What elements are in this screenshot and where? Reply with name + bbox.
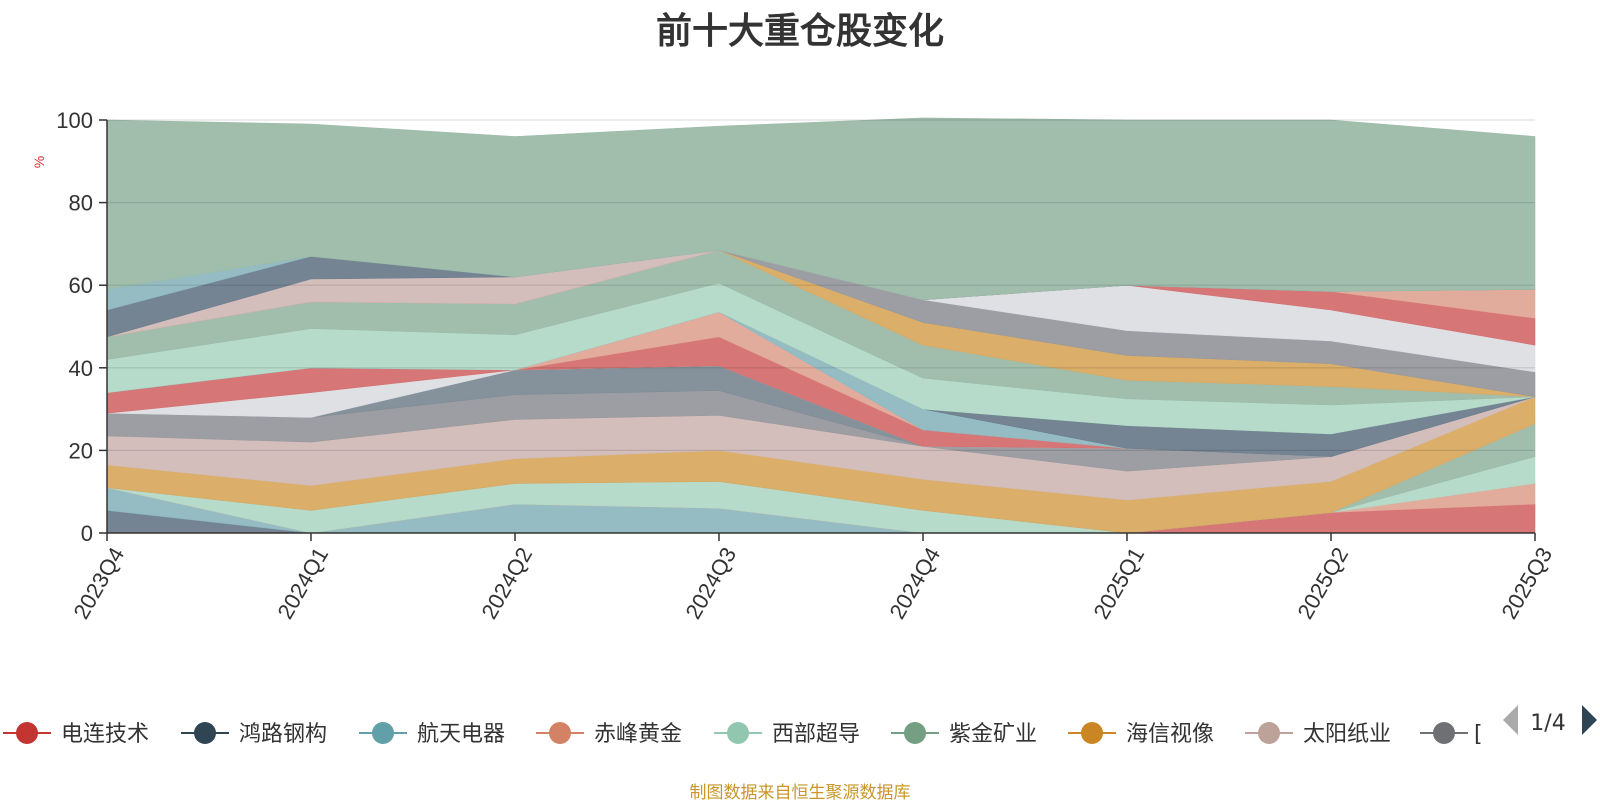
legend-label: 鸿路钢构 [239,722,327,747]
source-note: 制图数据来自恒生聚源数据库 [689,783,911,803]
legend-marker [904,722,926,744]
legend-label-truncated: [ [1474,722,1483,747]
legend-item[interactable]: 航天电器 [359,722,505,747]
area-series-25: 其他 [106,117,1536,301]
legend-marker [727,722,749,744]
y-tick-label: 40 [69,356,93,381]
y-tick-label: 100 [56,108,93,133]
legend-next-arrow-icon[interactable] [1582,705,1597,735]
legend-label: 西部超导 [772,722,860,747]
legend-label: 赤峰黄金 [594,722,682,747]
x-tick-label: 2025Q2 [1292,543,1353,623]
legend-label: 航天电器 [417,722,505,747]
legend-marker [194,722,216,744]
x-tick-label: 2024Q4 [884,543,945,623]
y-tick-label: 60 [69,273,93,298]
legend-prev-arrow-icon[interactable] [1503,705,1518,735]
x-tick-label: 2025Q3 [1496,543,1557,623]
x-tick-label: 2023Q4 [68,543,129,623]
legend: 电连技术 鸿路钢构 航天电器 赤峰黄金 西部超导 紫金矿业 海信视像 太阳纸业 [ [3,722,1483,747]
y-tick-label: 80 [69,191,93,216]
area-layers: 鸿路钢构航天电器电连技术赤峰黄金西部超导紫金矿业海信视像太阳纸业中国平安北方华创… [106,117,1536,534]
legend-page-indicator: 1/4 [1530,711,1565,736]
legend-label: 紫金矿业 [949,722,1037,747]
y-tick-label: 0 [81,521,93,546]
x-tick-label: 2024Q2 [476,543,537,623]
legend-item[interactable]: 紫金矿业 [891,722,1037,747]
legend-label: 太阳纸业 [1303,722,1391,747]
legend-label: 海信视像 [1126,722,1214,747]
legend-item[interactable]: 赤峰黄金 [536,722,682,747]
chart-title: 前十大重仓股变化 [655,11,944,52]
legend-item[interactable]: 电连技术 [3,722,149,747]
legend-label: 电连技术 [61,722,149,747]
legend-item[interactable]: 海信视像 [1068,722,1214,747]
grid-lines [107,119,1535,451]
legend-item[interactable]: 鸿路钢构 [181,722,327,747]
legend-marker [16,722,38,744]
y-tick-label: 20 [69,438,93,463]
legend-marker [1081,722,1103,744]
x-tick-label: 2024Q3 [680,543,741,623]
legend-pager: 1/4 [1503,705,1597,736]
x-tick-label: 2025Q1 [1088,543,1149,623]
legend-marker [549,722,571,744]
legend-item[interactable]: 太阳纸业 [1245,722,1391,747]
x-tick-label: 2024Q1 [272,543,333,623]
legend-marker [1258,722,1280,744]
legend-item-truncated[interactable]: [ [1420,722,1483,747]
legend-marker [372,722,394,744]
legend-marker [1433,722,1455,744]
legend-item[interactable]: 西部超导 [714,722,860,747]
y-axis-unit: % [31,156,47,168]
